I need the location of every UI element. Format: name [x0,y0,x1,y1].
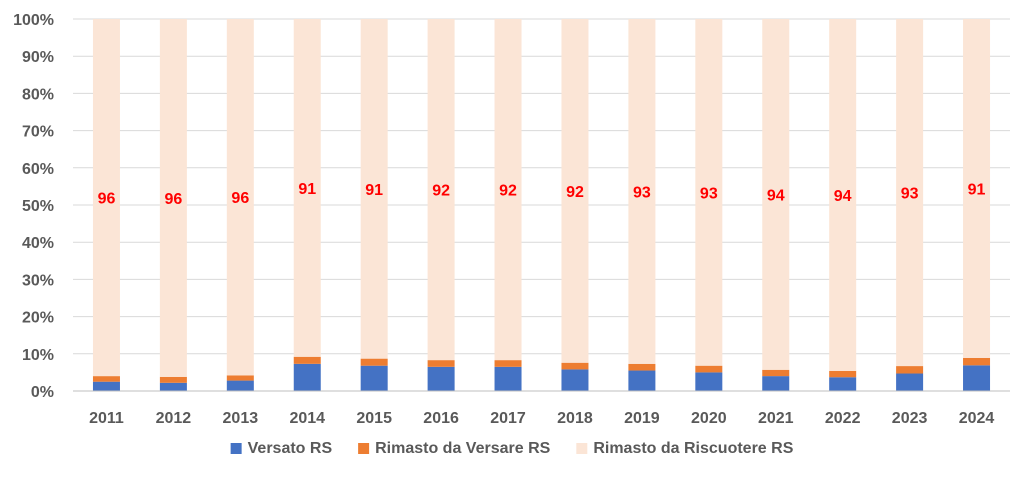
bar-segment-2-2012 [159,376,187,383]
gridlines [73,18,1010,355]
bar-segment-3-2012 [159,19,187,377]
bar-segment-3-2017 [494,19,522,361]
legend-swatch-3 [576,443,588,454]
bar-segment-2-2011 [92,376,120,382]
legend-label: Versato RS [248,440,333,457]
y-tick-label: 100% [13,12,54,29]
bar-segment-3-2020 [695,19,723,366]
bar-segment-2-2020 [695,365,723,373]
data-label: 91 [968,181,986,198]
data-label: 96 [164,191,182,208]
bar-segment-1-2012 [159,382,187,391]
y-tick-label: 80% [22,86,54,103]
bar-segment-1-2017 [494,366,522,391]
y-tick-label: 30% [22,272,54,289]
data-label: 91 [365,182,383,199]
y-tick-label: 10% [22,347,54,364]
bar-segment-2-2013 [226,375,254,381]
x-tick-label: 2023 [892,410,928,427]
x-tick-label: 2022 [825,410,861,427]
x-tick-label: 2021 [758,410,794,427]
legend-label: Rimasto da Riscuotere RS [593,440,793,457]
x-tick-label: 2014 [289,410,325,427]
bar-segment-2-2022 [829,370,857,378]
bar-segment-3-2019 [628,19,656,364]
bar-segment-3-2016 [427,19,455,361]
bar-segment-1-2014 [293,363,321,391]
bar-segment-3-2014 [293,19,321,357]
y-tick-label: 50% [22,198,54,215]
x-axis-ticks: 2011 2012 2013 2014 2015 2016 2017 2018 2019 2020… [89,410,994,427]
data-label: 96 [231,190,249,207]
y-tick-label: 0% [31,384,54,401]
data-label: 93 [901,186,919,203]
bar-segment-3-2021 [762,19,790,370]
bar-segment-2-2018 [561,362,589,370]
x-tick-label: 2016 [423,410,459,427]
x-tick-label: 2018 [557,410,593,427]
bar-segment-1-2019 [628,370,656,391]
legend: Versato RS Rimasto da Versare RS Rimasto d… [230,440,794,457]
bar-segment-2-2019 [628,363,656,371]
bar-segment-1-2020 [695,372,723,391]
data-label: 96 [98,191,116,208]
bar-segment-1-2015 [360,365,388,391]
data-label: 93 [700,185,718,202]
bar-segment-3-2022 [829,19,857,371]
bar-segment-3-2015 [360,19,388,359]
y-tick-label: 70% [22,124,54,141]
data-label: 93 [633,184,651,201]
y-tick-label: 60% [22,161,54,178]
bar-segment-1-2018 [561,369,589,391]
bar-segment-3-2024 [963,19,991,358]
x-tick-label: 2011 [89,410,124,427]
bar-segment-2-2024 [963,357,991,366]
bar-segment-1-2024 [963,365,991,391]
x-tick-label: 2013 [223,410,259,427]
bar-segment-1-2022 [829,377,857,391]
data-label: 91 [298,181,316,198]
bar-segment-1-2023 [896,373,924,391]
bar-segment-2-2023 [896,366,924,374]
bar-segment-2-2015 [360,358,388,366]
bar-segment-2-2014 [293,356,321,364]
bar-segment-1-2013 [226,380,254,391]
x-tick-label: 2017 [490,410,526,427]
bar-segment-3-2011 [92,19,120,377]
data-labels: 96 96 96 91 91 92 92 92 93 93 94 94 93 91 [98,181,986,208]
y-axis-ticks: 0% 10% 20% 30% 40% 50% 60% 70% 80% 90% 100% [13,12,54,401]
x-tick-label: 2020 [691,410,727,427]
x-tick-label: 2015 [356,410,392,427]
x-tick-label: 2019 [624,410,660,427]
y-tick-label: 40% [22,235,54,252]
bar-segment-1-2016 [427,366,455,391]
legend-swatch-1 [230,443,242,454]
bar-segment-3-2018 [561,19,589,363]
data-label: 94 [767,187,785,204]
bars [92,19,991,391]
bar-segment-2-2021 [762,369,790,377]
legend-label: Rimasto da Versare RS [375,440,551,457]
bar-segment-3-2023 [896,19,924,367]
data-label: 94 [834,188,852,205]
data-label: 92 [432,183,450,200]
y-tick-label: 90% [22,49,54,66]
bar-segment-3-2013 [226,19,254,376]
data-label: 92 [499,183,517,200]
data-label: 92 [566,184,584,201]
x-tick-label: 2012 [156,410,192,427]
legend-swatch-2 [358,443,370,454]
y-tick-label: 20% [22,310,54,327]
bar-segment-2-2016 [427,360,455,367]
bar-segment-1-2011 [92,381,120,391]
bar-segment-2-2017 [494,360,522,367]
bar-segment-1-2021 [762,376,790,391]
x-tick-label: 2024 [959,410,995,427]
